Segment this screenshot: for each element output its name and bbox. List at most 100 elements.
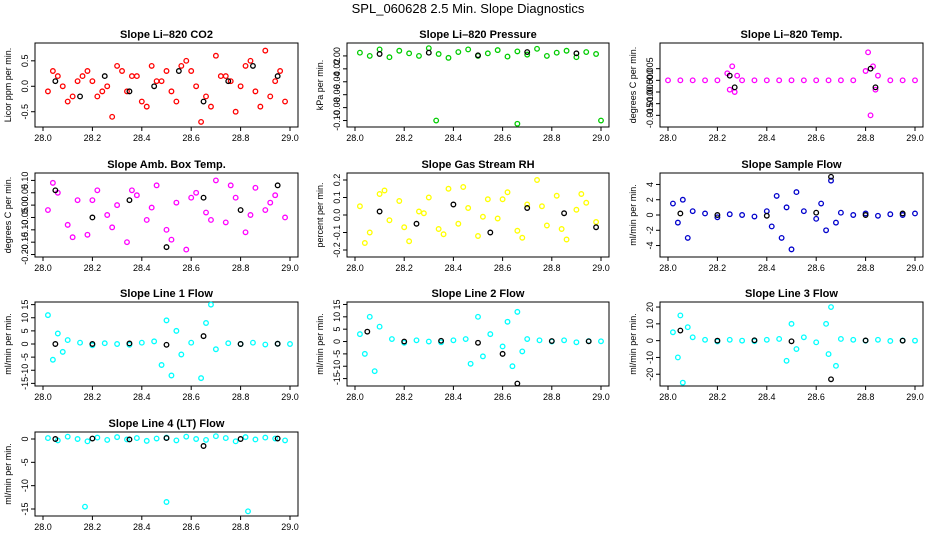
y-tick-label: -0.2 — [332, 242, 342, 258]
x-tick-label: 28.8 — [543, 392, 561, 402]
chart-panel-2: Slope Li–820 Pressure kPa per min. 28.0 28.… — [315, 29, 610, 143]
data-point — [850, 212, 857, 218]
data-point — [168, 236, 175, 243]
data-point — [203, 320, 209, 326]
data-point — [282, 98, 289, 105]
x-tick-label: 28.0 — [346, 392, 364, 402]
x-tick-label: 28.2 — [84, 133, 102, 143]
data-point — [99, 88, 106, 95]
data-point — [823, 320, 830, 327]
data-point — [573, 54, 580, 61]
data-point — [225, 340, 232, 347]
y-tick-label: -15 — [332, 372, 342, 385]
chart-title: Slope Line 1 Flow — [120, 288, 213, 300]
overlay-point — [413, 220, 420, 227]
data-point — [272, 435, 279, 442]
x-tick-label: 28.4 — [133, 133, 151, 143]
data-point — [242, 229, 249, 236]
data-point — [212, 52, 219, 59]
data-point — [82, 503, 88, 510]
overlay-point — [274, 340, 281, 347]
data-point — [524, 336, 531, 343]
data-point — [875, 212, 881, 219]
x-tick-label: 29.0 — [281, 392, 299, 402]
y-axis-label: kPa per min. — [315, 60, 325, 111]
y-tick-label: 0 — [645, 338, 655, 343]
y-tick-label: 10 — [332, 312, 342, 322]
overlay-point — [163, 341, 170, 348]
overlay-point — [499, 350, 506, 357]
x-tick-label: 28.6 — [807, 263, 825, 273]
data-point — [543, 222, 550, 229]
plot-frame — [34, 172, 299, 258]
data-point — [148, 204, 155, 211]
data-point — [726, 86, 733, 93]
data-point — [262, 47, 269, 54]
data-point — [77, 339, 83, 346]
overlay-point — [77, 93, 83, 100]
y-axis-label: percent per min. — [315, 182, 325, 247]
overlay-point — [126, 197, 133, 204]
overlay-point — [52, 78, 59, 85]
plot-frame — [34, 431, 299, 517]
overlay-point — [200, 443, 207, 449]
data-point — [361, 240, 368, 246]
data-point — [465, 205, 472, 211]
data-point — [479, 353, 486, 360]
data-point — [783, 204, 790, 211]
overlay-point — [274, 73, 281, 80]
data-point — [168, 88, 175, 95]
data-point — [837, 77, 844, 84]
data-point — [361, 350, 368, 357]
data-point — [188, 339, 195, 346]
data-point — [44, 88, 51, 95]
data-point — [669, 329, 676, 336]
data-point — [862, 68, 869, 74]
data-point — [282, 437, 289, 444]
y-tick-label: -10 — [645, 351, 655, 364]
overlay-point — [487, 229, 494, 236]
overlay-point — [677, 210, 684, 217]
overlay-point — [573, 50, 580, 57]
y-axis-label: Licor ppm per min. — [3, 48, 13, 123]
data-point — [54, 330, 61, 337]
x-tick-label: 29.0 — [281, 133, 299, 143]
x-tick-label: 28.6 — [182, 263, 200, 273]
data-point — [818, 200, 825, 207]
x-tick-label: 28.4 — [445, 133, 463, 143]
data-point — [514, 308, 521, 315]
data-point — [84, 438, 91, 445]
data-point — [484, 50, 491, 57]
data-point — [158, 362, 165, 368]
x-tick-label: 28.4 — [758, 133, 776, 143]
data-point — [173, 437, 180, 444]
x-tick-label: 28.2 — [84, 522, 102, 532]
overlay-point — [862, 337, 869, 344]
data-point — [912, 77, 918, 84]
data-point — [778, 234, 785, 241]
chart-panel-1: Slope Li–820 CO2 Licor ppm per min. 28.0 28… — [3, 29, 299, 143]
x-tick-label: 28.2 — [84, 392, 102, 402]
data-point — [257, 103, 264, 110]
data-point — [208, 103, 214, 110]
data-point — [813, 339, 820, 346]
overlay-point — [401, 338, 408, 345]
data-point — [558, 226, 565, 232]
y-tick-label: -5 — [332, 350, 342, 358]
data-point — [208, 301, 214, 308]
x-tick-label: 28.2 — [395, 133, 413, 143]
data-point — [578, 191, 585, 197]
data-point — [475, 313, 481, 320]
overlay-point — [714, 212, 721, 218]
data-point — [376, 191, 383, 197]
overlay-point — [175, 68, 182, 74]
data-point — [227, 182, 234, 189]
data-point — [366, 313, 373, 320]
overlay-point — [828, 173, 834, 180]
y-tick-label: -0.10 — [332, 110, 342, 131]
y-tick-label: 5 — [332, 327, 342, 332]
data-point — [504, 53, 511, 60]
data-point — [212, 177, 219, 184]
data-point — [124, 239, 130, 246]
